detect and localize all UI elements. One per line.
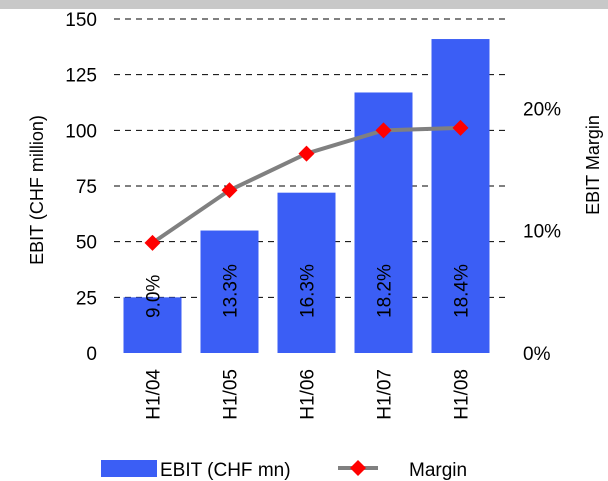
y2-axis-ticks: 0% 10% 20% bbox=[523, 99, 561, 365]
bar bbox=[200, 230, 259, 353]
margin-marker bbox=[298, 145, 315, 162]
margin-marker bbox=[221, 182, 238, 199]
x-tick-label: H1/08 bbox=[452, 369, 473, 420]
margin-marker bbox=[375, 122, 392, 139]
y-tick-label: 150 bbox=[65, 10, 97, 31]
legend-marker-swatch bbox=[350, 460, 366, 476]
y-tick-label: 50 bbox=[76, 233, 97, 254]
legend-bar-swatch bbox=[101, 460, 157, 477]
x-tick-label: H1/04 bbox=[144, 369, 165, 420]
bar bbox=[431, 39, 490, 353]
margin-marker bbox=[452, 119, 469, 136]
bar-data-label: 13.3% bbox=[221, 264, 242, 318]
top-band bbox=[0, 0, 608, 9]
bar-data-label: 16.3% bbox=[298, 264, 319, 318]
bar bbox=[123, 297, 182, 353]
y-tick-label: 125 bbox=[65, 66, 97, 87]
y-tick-label: 75 bbox=[76, 177, 97, 198]
bar-data-label: 9.0% bbox=[144, 275, 165, 318]
y-tick-label: 0 bbox=[86, 344, 97, 365]
bar-data-label: 18.4% bbox=[452, 264, 473, 318]
y2-tick-label: 20% bbox=[523, 99, 561, 120]
legend: EBIT (CHF mn) Margin bbox=[101, 460, 467, 481]
y-axis-ticks: 0 25 50 75 100 125 150 bbox=[65, 10, 97, 365]
y2-tick-label: 10% bbox=[523, 222, 561, 243]
margin-line-series bbox=[144, 119, 469, 251]
legend-line-label: Margin bbox=[409, 460, 467, 481]
margin-marker bbox=[144, 234, 161, 251]
x-tick-label: H1/07 bbox=[375, 369, 396, 420]
y2-axis-title: EBIT Margin bbox=[583, 115, 603, 215]
x-tick-label: H1/05 bbox=[221, 369, 242, 420]
bar-data-label: 18.2% bbox=[375, 264, 396, 318]
bar bbox=[277, 192, 336, 353]
y-tick-label: 100 bbox=[65, 121, 97, 142]
y-axis-title: EBIT (CHF million) bbox=[27, 115, 47, 265]
y-tick-label: 25 bbox=[76, 288, 97, 309]
bar-data-labels: 9.0% 13.3% 16.3% 18.2% 18.4% bbox=[144, 264, 473, 318]
legend-bar-label: EBIT (CHF mn) bbox=[160, 460, 291, 481]
y2-tick-label: 0% bbox=[523, 344, 551, 365]
x-tick-label: H1/06 bbox=[298, 369, 319, 420]
x-axis-ticks: H1/04 H1/05 H1/06 H1/07 H1/08 bbox=[144, 369, 473, 420]
